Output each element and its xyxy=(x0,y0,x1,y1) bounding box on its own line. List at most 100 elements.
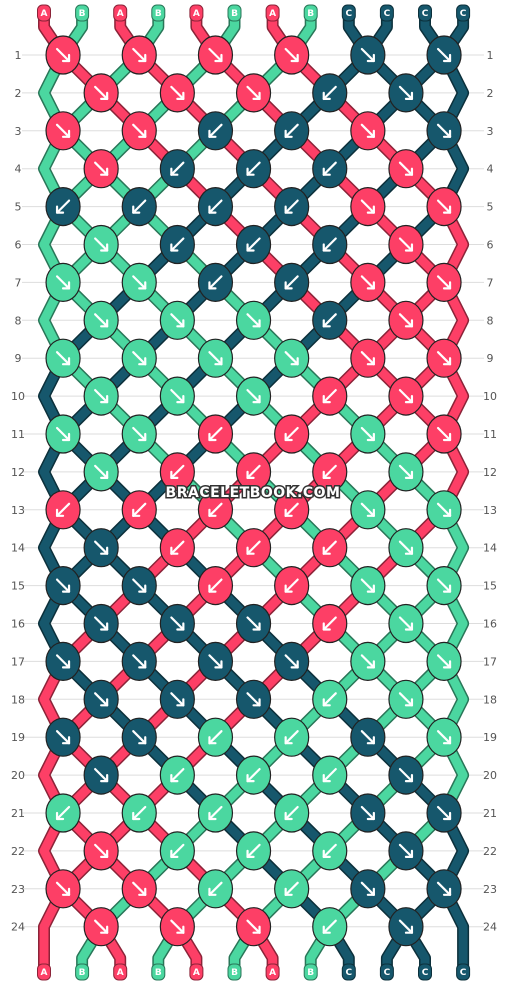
row-label: 17 xyxy=(483,655,497,668)
row-label: 21 xyxy=(483,807,497,820)
arrow-down-right-icon xyxy=(398,161,414,176)
arrow-down-right-icon xyxy=(170,389,185,404)
knot xyxy=(45,565,81,606)
row-label: 13 xyxy=(483,504,497,517)
arrow-head xyxy=(208,508,217,517)
knot xyxy=(426,869,462,909)
strand-tab xyxy=(418,4,432,22)
knot xyxy=(45,641,81,682)
arrow-down-right-icon xyxy=(94,237,109,252)
arrow-down-right-icon xyxy=(55,881,71,896)
knot xyxy=(235,528,272,568)
arrow-down-right-icon xyxy=(360,426,375,442)
arrow-head xyxy=(442,357,452,366)
knot xyxy=(197,338,234,378)
knot xyxy=(45,111,81,151)
arrow-down-right-icon xyxy=(55,654,71,669)
knot xyxy=(274,565,310,606)
knot xyxy=(197,111,234,151)
arrow-head xyxy=(322,319,331,328)
row-label: 6 xyxy=(15,239,22,252)
strand xyxy=(39,8,468,977)
arrow-down-left-icon xyxy=(246,767,261,783)
arrow-head xyxy=(404,91,414,101)
arrow-head xyxy=(284,508,293,517)
row-label: 16 xyxy=(11,618,25,631)
knot xyxy=(83,831,119,871)
arrow-down-right-icon xyxy=(132,123,147,138)
row-label: 23 xyxy=(11,883,25,896)
strand-label: A xyxy=(117,968,124,978)
arrow-down-right-icon xyxy=(94,692,109,707)
arrow-head xyxy=(322,243,331,252)
strand xyxy=(39,8,468,977)
strand-label: C xyxy=(384,968,391,978)
arrow-head xyxy=(290,660,299,669)
arrow-down-left-icon xyxy=(170,464,185,479)
arrow-head xyxy=(366,736,375,745)
arrow-head xyxy=(252,319,261,328)
arrow-head xyxy=(246,243,255,252)
arrow-down-left-icon xyxy=(246,540,261,555)
strand-label: B xyxy=(307,968,314,978)
knot xyxy=(159,452,195,492)
knot xyxy=(159,73,195,113)
knot xyxy=(388,755,424,795)
row-label: 11 xyxy=(11,428,25,441)
arrow-down-left-icon xyxy=(246,237,261,252)
knot xyxy=(274,717,310,757)
knot xyxy=(83,300,119,340)
knot xyxy=(45,414,81,454)
arrow-head xyxy=(366,811,375,821)
row-label: 3 xyxy=(487,125,494,138)
knot xyxy=(388,300,424,340)
knot xyxy=(197,641,234,682)
strand-label: B xyxy=(155,968,162,978)
arrow-down-left-icon xyxy=(208,275,223,290)
arrow-head xyxy=(61,887,71,896)
arrow-down-right-icon xyxy=(94,389,109,404)
arrow-down-right-icon xyxy=(284,654,299,669)
knot xyxy=(274,35,310,75)
arrow-head xyxy=(366,205,375,214)
knot xyxy=(426,35,462,75)
arrow-head xyxy=(442,508,452,517)
arrow-down-left-icon xyxy=(208,881,223,896)
strand-tab xyxy=(265,963,280,981)
strand-tab xyxy=(189,4,204,22)
arrow-down-right-icon xyxy=(360,730,375,745)
knot xyxy=(388,528,424,568)
arrow-down-right-icon xyxy=(360,654,375,669)
row-label: 10 xyxy=(11,390,25,403)
knot xyxy=(121,641,157,682)
arrow-head xyxy=(100,395,109,404)
arrow-head xyxy=(404,167,414,176)
strand-tab xyxy=(227,963,242,981)
knot xyxy=(45,717,81,757)
knot xyxy=(83,376,119,416)
row-label: 20 xyxy=(483,769,497,782)
knot xyxy=(350,717,386,757)
row-label: 16 xyxy=(483,618,497,631)
arrow-down-left-icon xyxy=(170,237,185,252)
strand xyxy=(39,8,468,977)
knot xyxy=(45,793,81,833)
arrow-head xyxy=(55,508,65,517)
knot xyxy=(312,300,348,340)
arrow-down-right-icon xyxy=(360,199,375,214)
strand-label: A xyxy=(117,9,124,19)
knot xyxy=(312,907,348,947)
arrow-down-right-icon xyxy=(132,654,147,669)
strand-tab xyxy=(37,963,51,981)
arrow-head xyxy=(442,736,452,745)
arrow-head xyxy=(138,53,147,63)
arrow-head xyxy=(284,887,293,896)
knot xyxy=(350,414,386,454)
arrow-down-right-icon xyxy=(170,616,185,631)
arrow-head xyxy=(100,470,109,479)
arrow-head xyxy=(138,584,147,593)
strand-tab xyxy=(341,963,356,981)
strand-tab xyxy=(75,4,90,22)
